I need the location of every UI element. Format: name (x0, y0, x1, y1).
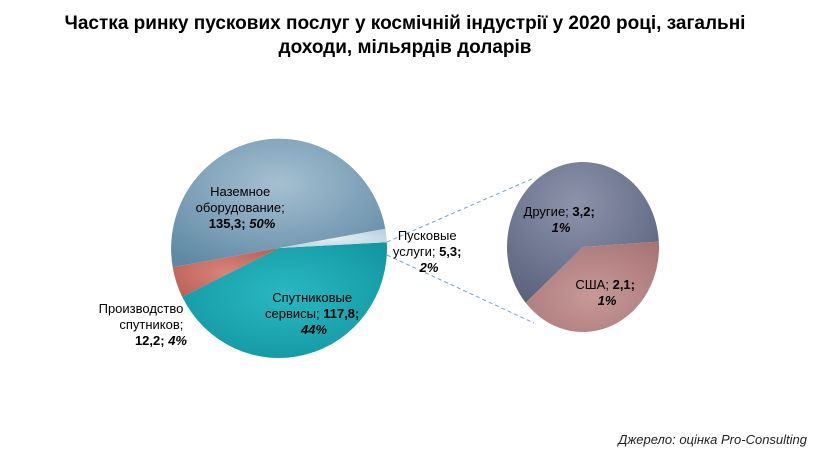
chart-title-line-2: доходи, мільярдів доларів (279, 37, 532, 58)
label-satellite-production: Производство спутников; 12,2; 4% (99, 301, 188, 348)
label-usa: США; 2,1; 1% (575, 277, 638, 308)
connector-line-top (386, 177, 535, 243)
label-other: Другие; 3,2; 1% (524, 204, 599, 235)
pie-slice-usa (525, 241, 660, 333)
label-ground-equipment: Наземное оборудование; 135,3; 50% (196, 184, 289, 231)
pie-slice-ground-equipment (171, 138, 386, 268)
pie-slice-launch-services (279, 228, 387, 248)
connector-line-bottom (386, 254, 535, 324)
source-note: Джерело: оцінка Pro-Consulting (616, 432, 808, 447)
pie-slice-satellite-services (182, 242, 387, 359)
label-launch-services: Пусковые услуги; 5,3; 2% (393, 228, 465, 275)
chart-title-line-1: Частка ринку пускових послуг у космічній… (65, 13, 746, 34)
pie-slice-satellite-production (172, 248, 279, 297)
label-satellite-services: Спутниковые сервисы; 117,8; 44% (265, 290, 363, 337)
pie-slice-other (507, 162, 659, 303)
